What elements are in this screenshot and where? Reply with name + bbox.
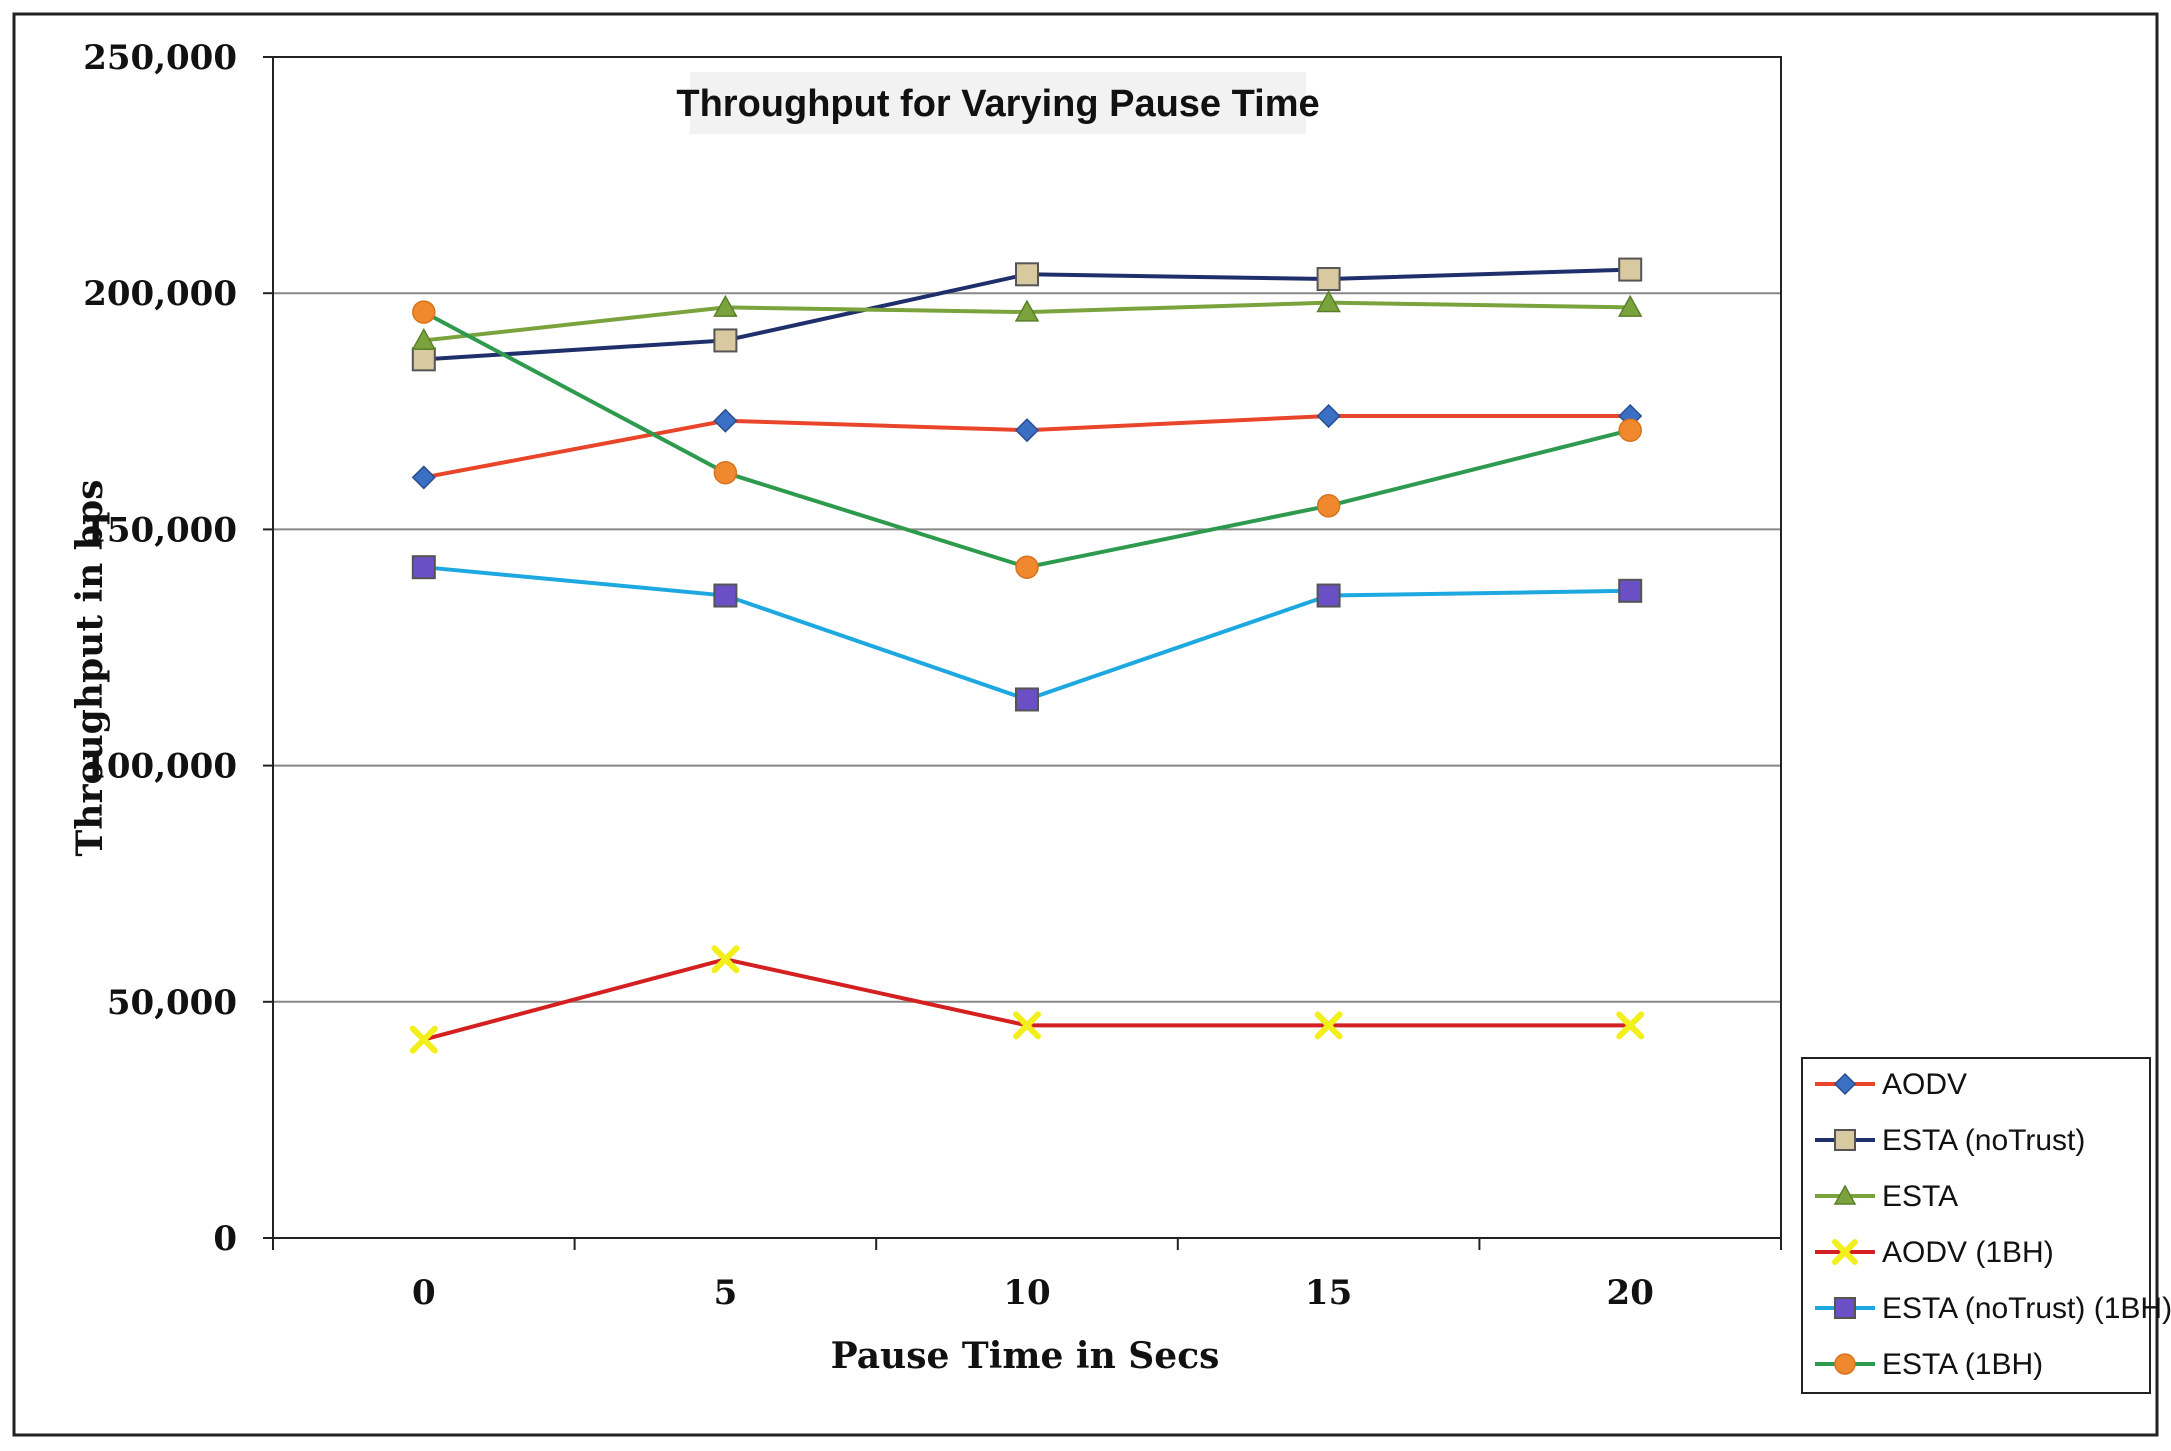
legend-entry: AODV (1BH) xyxy=(1815,1236,2054,1269)
data-point xyxy=(713,583,738,608)
data-point xyxy=(1316,267,1341,292)
legend-entry: ESTA (noTrust) (1BH) xyxy=(1815,1292,2171,1325)
data-point xyxy=(1316,583,1341,608)
y-axis-title: Throughput in bps xyxy=(69,480,111,857)
data-point xyxy=(1618,418,1642,442)
series-0 xyxy=(411,403,1643,490)
x-tick-label: 5 xyxy=(714,1273,738,1313)
series-5 xyxy=(412,300,1642,579)
legend-entry: ESTA (noTrust) xyxy=(1815,1124,2085,1157)
data-point xyxy=(1316,403,1341,429)
data-point xyxy=(1618,578,1643,603)
y-tick-label: 50,000 xyxy=(107,983,237,1023)
gridlines xyxy=(273,292,1781,1003)
data-point xyxy=(713,328,738,353)
y-axis-tick-labels: 0 50,000 100,000 150,000 200,000 250,000 xyxy=(83,38,237,1259)
x-axis-tick-labels: 0 5 10 15 20 xyxy=(412,1273,1654,1313)
data-point xyxy=(713,408,738,433)
chart-title-box xyxy=(690,72,1306,134)
legend-marker xyxy=(1832,1239,1858,1265)
y-tick-label: 100,000 xyxy=(83,747,237,787)
y-tick-label: 0 xyxy=(213,1219,237,1259)
legend-marker xyxy=(1834,1129,1856,1151)
legend-label: AODV xyxy=(1882,1068,1967,1101)
y-tick-label: 250,000 xyxy=(83,38,237,78)
data-point xyxy=(713,460,738,485)
data-point xyxy=(412,300,436,324)
data-point xyxy=(1617,294,1643,317)
data-point xyxy=(411,555,436,580)
chart-title: Throughput for Varying Pause Time xyxy=(676,83,1319,125)
y-tick-label: 150,000 xyxy=(83,510,237,550)
legend-entry: AODV xyxy=(1815,1068,1967,1101)
series-4 xyxy=(411,555,1643,712)
series-2 xyxy=(411,290,1643,350)
legend-marker xyxy=(1834,1297,1856,1319)
x-tick-label: 15 xyxy=(1305,1273,1352,1313)
x-tick-label: 0 xyxy=(412,1273,436,1313)
data-point xyxy=(1015,262,1039,287)
data-point xyxy=(411,347,436,372)
data-point xyxy=(411,465,436,490)
data-point xyxy=(411,327,437,350)
legend-label: ESTA (noTrust) xyxy=(1882,1124,2085,1157)
data-point xyxy=(713,294,738,317)
data-point xyxy=(1015,687,1039,712)
legend-entry: ESTA (1BH) xyxy=(1815,1348,2043,1381)
legend-marker xyxy=(1833,1072,1857,1096)
legend-label: ESTA xyxy=(1882,1180,1958,1213)
data-point xyxy=(1618,257,1643,282)
data-point xyxy=(1316,290,1341,313)
legend-label: AODV (1BH) xyxy=(1882,1236,2054,1269)
data-point xyxy=(1616,1011,1645,1040)
x-axis-ticks xyxy=(263,56,1782,1250)
legend-box xyxy=(1801,1057,2151,1394)
legend-marker xyxy=(1834,1353,1856,1375)
data-point xyxy=(711,945,740,974)
data-point xyxy=(1316,494,1341,518)
y-tick-label: 200,000 xyxy=(83,274,237,314)
series-3 xyxy=(409,945,1645,1054)
series-1 xyxy=(411,257,1643,372)
plot-area xyxy=(272,56,1782,1239)
legend-label: ESTA (noTrust) (1BH) xyxy=(1882,1292,2171,1325)
data-point xyxy=(1015,555,1039,579)
legend-entry: ESTA xyxy=(1815,1180,1958,1213)
data-point xyxy=(409,1025,438,1054)
data-point xyxy=(1014,418,1040,443)
legend: AODV ESTA (noTrust) ESTA AODV (1BH) ESTA (no… xyxy=(1815,1068,2171,1381)
x-axis-title: Pause Time in Secs xyxy=(831,1335,1220,1377)
data-point xyxy=(1013,1011,1041,1040)
x-tick-label: 10 xyxy=(1003,1273,1050,1313)
data-point xyxy=(1314,1011,1343,1040)
legend-label: ESTA (1BH) xyxy=(1882,1348,2043,1381)
series-group xyxy=(409,257,1645,1054)
data-point xyxy=(1014,299,1040,322)
legend-marker xyxy=(1833,1184,1857,1205)
x-tick-label: 20 xyxy=(1607,1273,1654,1313)
outer-frame xyxy=(12,12,2159,1437)
